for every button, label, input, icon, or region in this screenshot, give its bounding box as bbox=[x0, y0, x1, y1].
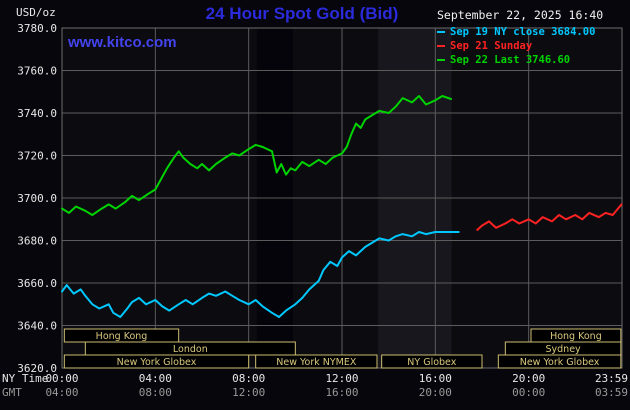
y-tick-label: 3680.0 bbox=[17, 235, 57, 248]
legend-label: Sep 19 NY close 3684.00 bbox=[450, 26, 596, 38]
x-tick-label: 08:00 bbox=[232, 372, 265, 385]
x-tick-label: 04:00 bbox=[139, 372, 172, 385]
session-label: Sydney bbox=[545, 344, 581, 355]
y-tick-label: 3620.0 bbox=[17, 362, 57, 375]
x-tick-label: 16:00 bbox=[419, 372, 452, 385]
series-line-0 bbox=[61, 231, 460, 318]
x-tick-label: 08:00 bbox=[139, 386, 172, 399]
x-tick-label: 20:00 bbox=[512, 372, 545, 385]
session-label: London bbox=[173, 344, 208, 355]
y-tick-label: 3640.0 bbox=[17, 320, 57, 333]
series-line-2 bbox=[61, 95, 452, 216]
series-line-1 bbox=[476, 203, 623, 231]
x-tick-label: 23:59 bbox=[595, 372, 628, 385]
x-tick-label: 12:00 bbox=[232, 386, 265, 399]
session-label: New York Globex bbox=[117, 357, 197, 368]
y-tick-label: 3780.0 bbox=[17, 22, 57, 35]
y-tick-label: 3740.0 bbox=[17, 107, 57, 120]
y-tick-label: 3720.0 bbox=[17, 150, 57, 163]
y-tick-label: 3660.0 bbox=[17, 277, 57, 290]
y-tick-label: 3760.0 bbox=[17, 65, 57, 78]
x-tick-label: 03:59 bbox=[595, 386, 628, 399]
session-label: Hong Kong bbox=[96, 331, 148, 342]
legend-label: Sep 21 Sunday bbox=[450, 40, 533, 52]
y-axis-unit-label: USD/oz bbox=[16, 6, 56, 19]
x-tick-label: 12:00 bbox=[325, 372, 358, 385]
session-label: NY Globex bbox=[407, 357, 456, 368]
chart-title: 24 Hour Spot Gold (Bid) bbox=[205, 4, 399, 23]
legend-label: Sep 22 Last 3746.60 bbox=[450, 54, 571, 66]
x-tick-label: 16:00 bbox=[325, 386, 358, 399]
session-label: New York NYMEX bbox=[276, 357, 357, 368]
x-axis-row-name: GMT bbox=[2, 386, 22, 399]
x-tick-label: 20:00 bbox=[419, 386, 452, 399]
legend-dash-icon bbox=[437, 59, 445, 61]
session-box bbox=[497, 354, 622, 369]
kitco-watermark-link[interactable]: www.kitco.com bbox=[68, 34, 177, 51]
legend: Sep 19 NY close 3684.00 Sep 21 Sunday Sep … bbox=[437, 25, 627, 67]
session-label: New York Globex bbox=[520, 357, 600, 368]
x-tick-label: 00:00 bbox=[512, 386, 545, 399]
session-box bbox=[63, 354, 250, 369]
legend-entry-0: Sep 19 NY close 3684.00 bbox=[437, 25, 627, 39]
session-box bbox=[255, 354, 378, 369]
legend-entry-1: Sep 21 Sunday bbox=[437, 39, 627, 53]
session-box bbox=[381, 354, 483, 369]
x-tick-label: 04:00 bbox=[45, 386, 78, 399]
legend-dash-icon bbox=[437, 31, 445, 33]
x-axis-row-name: NY Time bbox=[2, 372, 48, 385]
legend-entry-2: Sep 22 Last 3746.60 bbox=[437, 53, 627, 67]
legend-dash-icon bbox=[437, 45, 445, 47]
x-tick-label: 00:00 bbox=[45, 372, 78, 385]
chart-datetime: September 22, 2025 16:40 bbox=[437, 8, 604, 22]
y-tick-label: 3700.0 bbox=[17, 192, 57, 205]
session-label: Hong Kong bbox=[550, 331, 602, 342]
